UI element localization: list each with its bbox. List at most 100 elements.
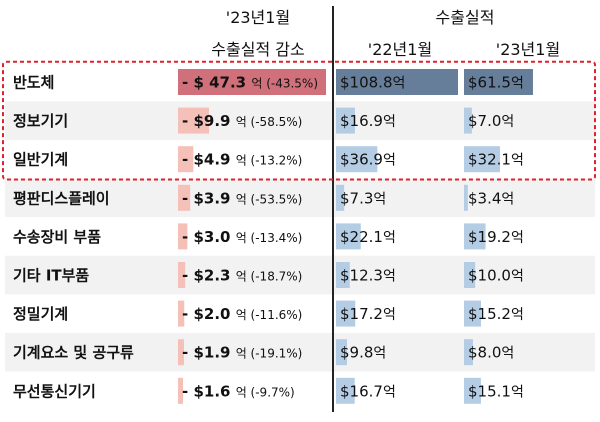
export-2023-unit: 억 (511, 384, 524, 400)
decrease-label: - $9.9 억 (-58.5%) (182, 112, 302, 130)
export-2023-value: $61.5 (468, 74, 511, 92)
export-2022-unit: 억 (393, 76, 406, 92)
export-2023-bar (464, 262, 476, 288)
decrease-value: - $1.6 (182, 382, 236, 400)
export-2022-label: $22.1억 (340, 228, 396, 246)
export-2023-unit: 억 (511, 153, 524, 169)
export-2022-unit: 억 (383, 230, 396, 246)
highlight-box (2, 60, 596, 181)
decrease-value: - $ 47.3 (182, 74, 251, 92)
export-2022-unit: 억 (383, 384, 396, 400)
decrease-value: - $3.9 (182, 189, 236, 207)
category-label: 일반기계 (13, 151, 68, 169)
export-2023-bar (464, 69, 533, 95)
export-2023-bar (464, 377, 481, 404)
category-label: 기계요소 및 공구류 (13, 344, 134, 362)
decrease-pct: (-18.7%) (251, 270, 303, 284)
category-label: 정보기기 (13, 112, 68, 130)
decrease-value: - $2.3 (182, 267, 236, 285)
decrease-bar (178, 262, 186, 288)
decrease-pct: (-58.5%) (251, 115, 303, 129)
export-2023-label: $61.5억 (468, 74, 524, 92)
decrease-unit: 억 (236, 308, 251, 322)
export-2022-unit: 억 (373, 191, 386, 207)
export-2023-label: $19.2억 (468, 228, 524, 246)
export-2023-bar (464, 223, 486, 250)
export-2023-bar (464, 146, 500, 173)
export-2023-bar (464, 300, 482, 327)
decrease-bar (178, 69, 326, 95)
decrease-value: - $4.9 (182, 151, 236, 169)
export-2022-unit: 억 (383, 153, 396, 169)
decrease-pct: (-19.1%) (251, 347, 303, 361)
export-2022-bar (336, 223, 361, 250)
decrease-label: - $ 47.3 억 (-43.5%) (182, 74, 318, 92)
export-2023-value: $8.0 (468, 344, 501, 362)
decrease-value: - $1.9 (182, 344, 236, 362)
export-2023-unit: 억 (501, 346, 514, 362)
export-2023-unit: 억 (501, 191, 514, 207)
export-2023-value: $19.2 (468, 228, 511, 246)
export-2023-label: $3.4억 (468, 189, 514, 207)
decrease-bar (178, 184, 191, 211)
decrease-value: - $9.9 (182, 112, 236, 130)
decrease-unit: 억 (236, 192, 251, 206)
export-2022-value: $12.3 (340, 267, 383, 285)
category-label: 기타 IT부품 (13, 267, 89, 285)
row-stripe (5, 332, 595, 372)
export-2022-bar (336, 377, 355, 404)
export-2022-bar (336, 300, 356, 327)
row-stripe (5, 178, 595, 218)
export-2023-label: $7.0억 (468, 112, 514, 130)
export-2022-bar (336, 339, 347, 366)
decrease-bar (178, 377, 184, 404)
decrease-header-line1: '23년1월 (226, 8, 290, 27)
row-stripe (5, 255, 595, 295)
export-2023-label: $10.0억 (468, 267, 524, 285)
decrease-unit: 억 (236, 270, 251, 284)
decrease-label: - $2.3 억 (-18.7%) (182, 267, 302, 285)
col-2022-header: '22년1월 (368, 40, 432, 59)
decrease-pct: (-13.2%) (251, 154, 303, 168)
category-label: 평판디스플레이 (13, 189, 110, 207)
export-2022-label: $7.3억 (340, 189, 386, 207)
export-2023-label: $15.2억 (468, 305, 524, 323)
decrease-label: - $3.0 억 (-13.4%) (182, 228, 302, 246)
export-2022-label: $17.2억 (340, 305, 396, 323)
decrease-unit: 억 (236, 385, 251, 399)
export-2022-value: $36.9 (340, 151, 383, 169)
decrease-header-line2: 수출실적 감소 (211, 40, 304, 59)
decrease-unit: 억 (251, 77, 266, 91)
decrease-bar (178, 107, 209, 134)
export-2023-value: $7.0 (468, 112, 501, 130)
export-2022-value: $16.7 (340, 382, 383, 400)
category-label: 정밀기계 (13, 305, 68, 323)
export-2023-unit: 억 (501, 114, 514, 130)
export-2022-bar (336, 262, 350, 288)
export-2023-unit: 억 (511, 307, 524, 323)
export-2022-label: $16.7억 (340, 382, 396, 400)
bars (178, 69, 533, 404)
export-2022-label: $108.8억 (340, 74, 405, 92)
export-2023-label: $15.1억 (468, 382, 524, 400)
export-2022-unit: 억 (383, 307, 396, 323)
export-2023-unit: 억 (511, 269, 524, 285)
export-2022-unit: 억 (373, 346, 386, 362)
decrease-bar (178, 339, 184, 366)
export-2023-value: $15.2 (468, 305, 511, 323)
decrease-value: - $2.0 (182, 305, 236, 323)
decrease-unit: 억 (236, 347, 251, 361)
exports-header: 수출실적 (436, 8, 495, 27)
export-2022-value: $9.8 (340, 344, 373, 362)
decrease-bar (178, 146, 194, 173)
decrease-label: - $1.9 억 (-19.1%) (182, 344, 302, 362)
category-label: 반도체 (13, 74, 54, 92)
decrease-label: - $4.9 억 (-13.2%) (182, 151, 302, 169)
category-label: 무선통신기기 (13, 382, 96, 400)
row-stripes (5, 101, 595, 372)
export-2022-bar (336, 107, 355, 134)
decrease-value: - $3.0 (182, 228, 236, 246)
decrease-pct: (-13.4%) (251, 231, 303, 245)
export-2022-unit: 억 (383, 114, 396, 130)
